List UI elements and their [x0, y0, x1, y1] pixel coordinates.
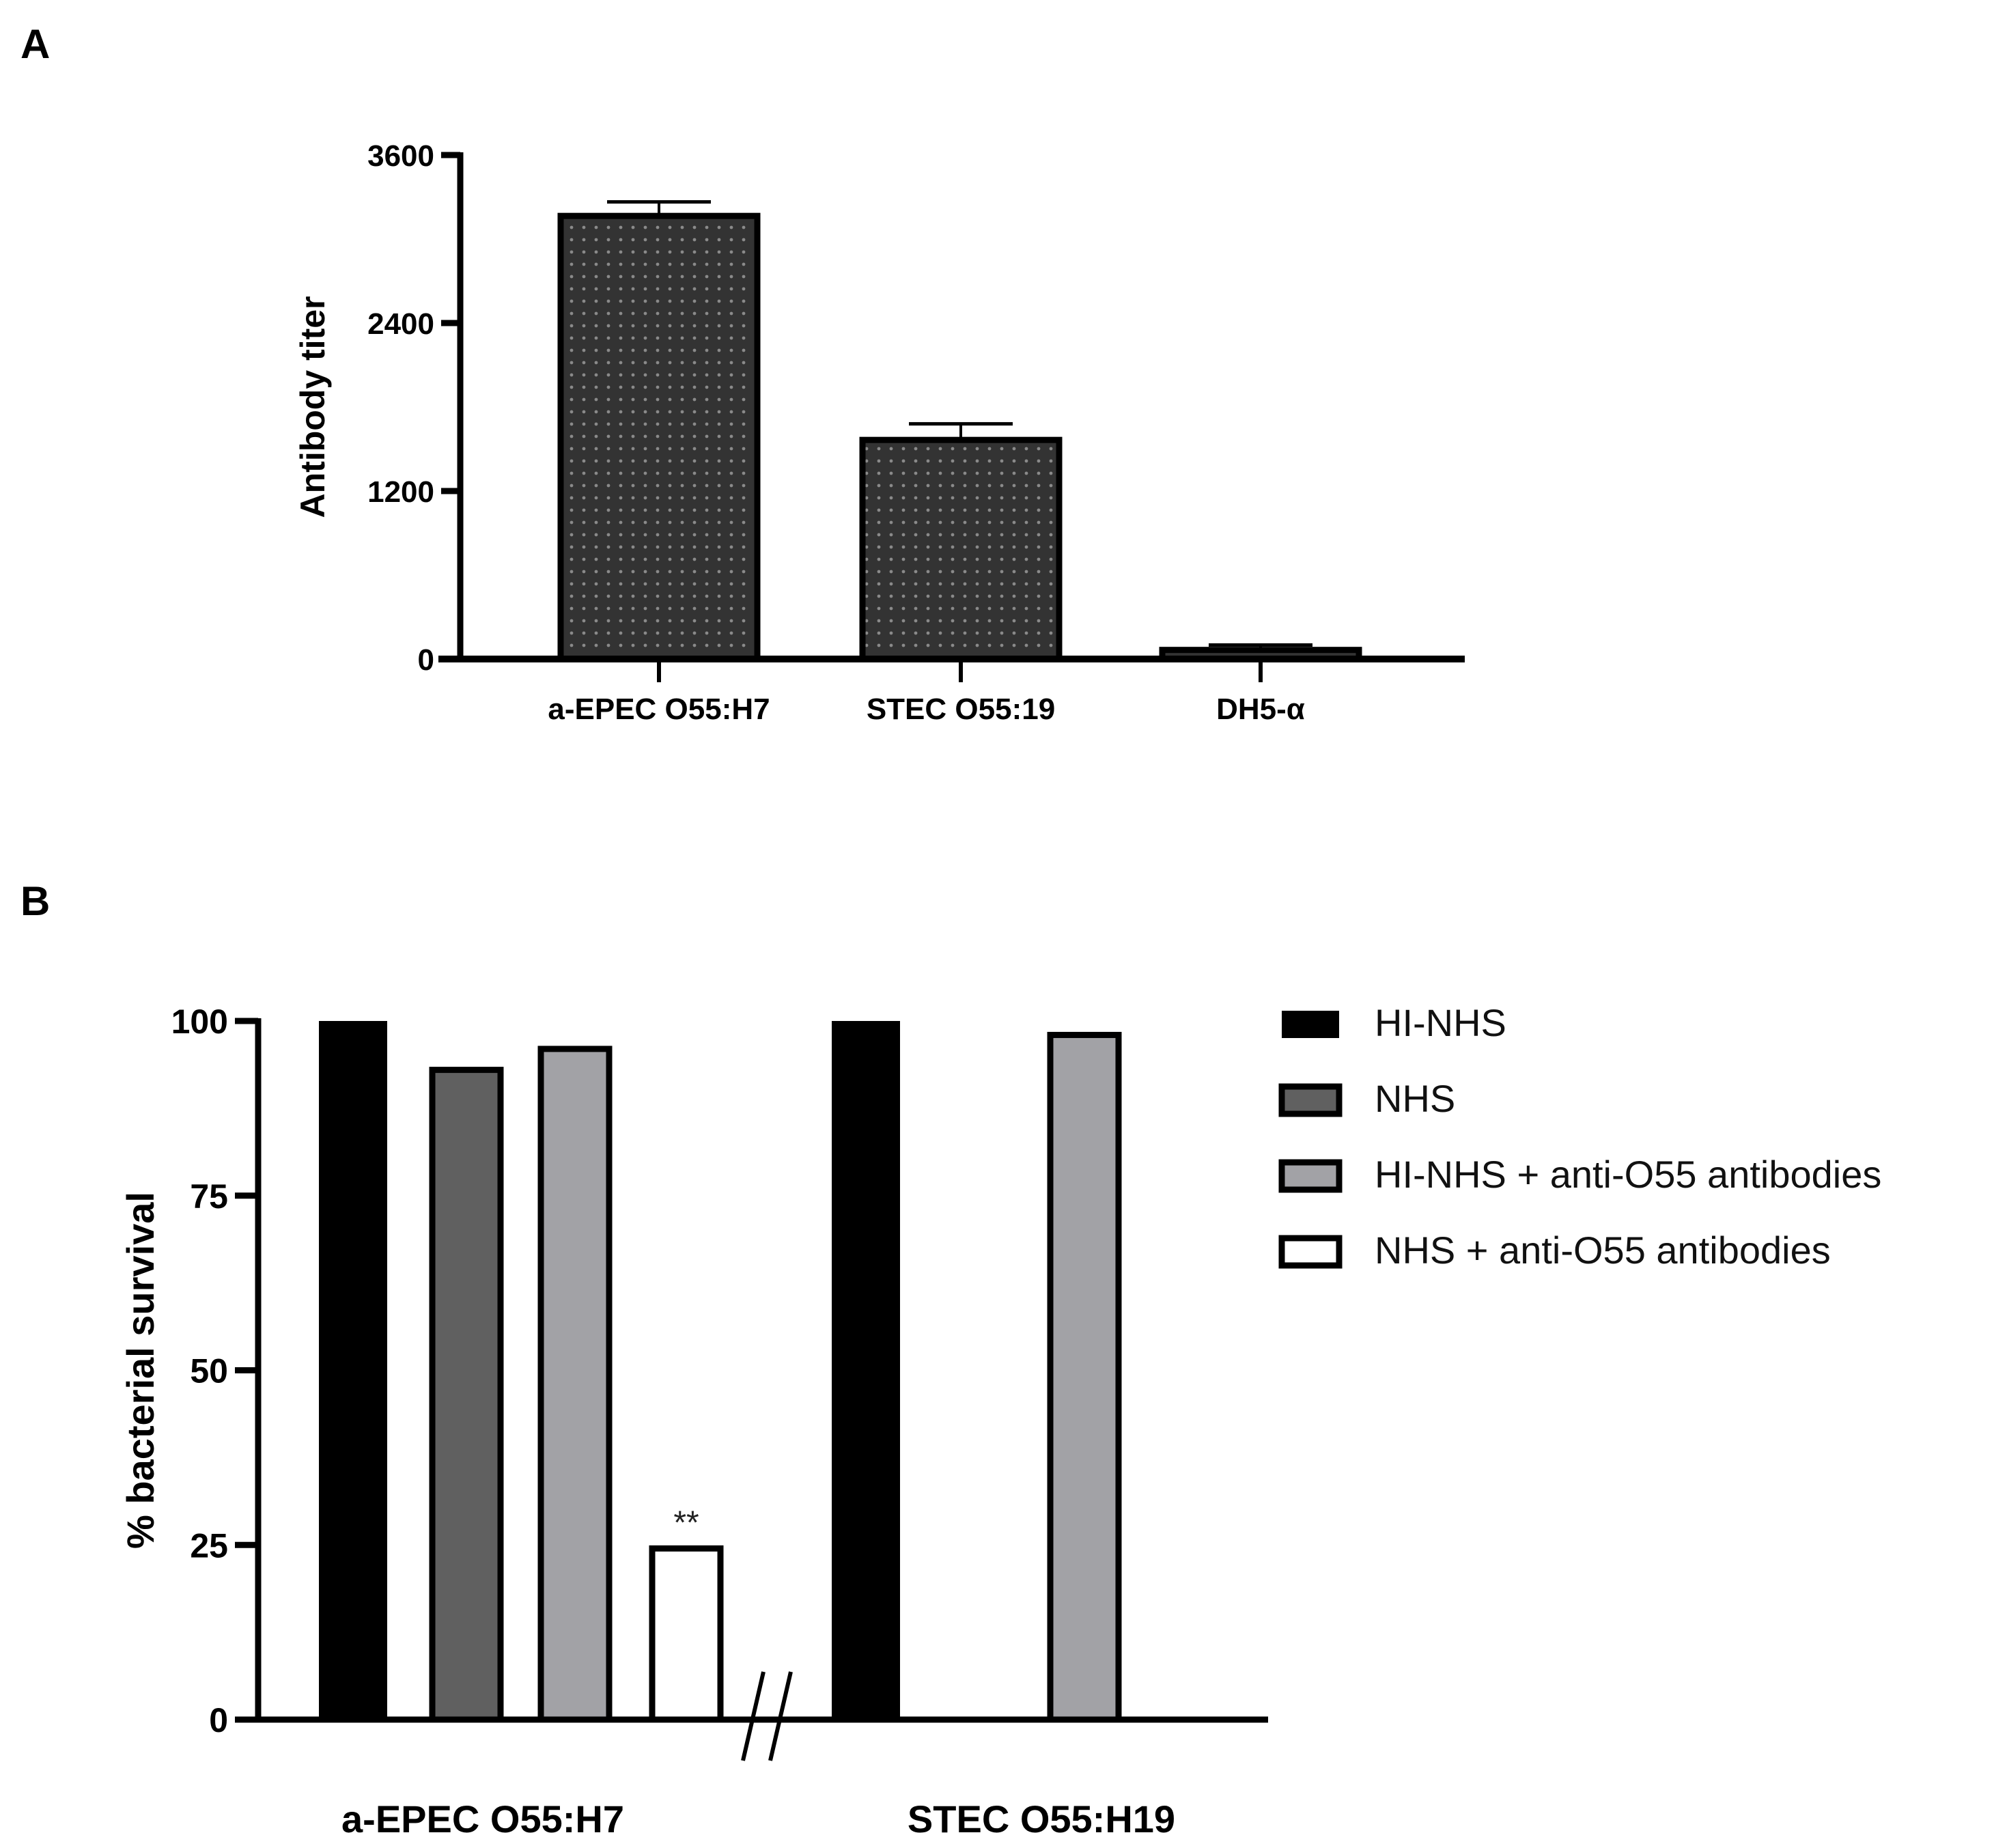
y-axis-label: % bacterial survival: [119, 1192, 162, 1549]
x-category-label: STEC O55:H19: [908, 1797, 1175, 1840]
legend-swatch: [1278, 1159, 1343, 1193]
legend-label: NHS: [1375, 1077, 1455, 1120]
legend-swatch: [1278, 1083, 1343, 1117]
bar: [537, 1046, 613, 1723]
bar: [649, 1545, 724, 1723]
y-tick-label: 3600: [367, 139, 434, 173]
significance-annotation: **: [673, 1504, 699, 1541]
y-axis-label: Antibody titer: [294, 296, 332, 518]
panel-b-label: B: [20, 878, 51, 924]
y-tick-label: 2400: [367, 307, 434, 341]
y-tick-label: 25: [190, 1526, 228, 1565]
legend-label: NHS + anti-O55 antibodies: [1375, 1229, 1831, 1272]
axis-break-mark: [741, 1671, 766, 1761]
panel-a-label: A: [20, 21, 51, 67]
legend-swatch: [1278, 1235, 1343, 1269]
bacterial-survival-chart: 0 25 50 75 100 % bacterial survival ** a-EPEC O…: [119, 1001, 1881, 1840]
y-tick-label: 75: [190, 1177, 228, 1216]
x-category-label: a-EPEC O55:H7: [341, 1797, 624, 1840]
x-tick-label: STEC O55:19: [867, 692, 1055, 726]
y-tick-label: 50: [190, 1352, 228, 1390]
bar: [859, 436, 1063, 662]
axis-break-mark: [768, 1671, 793, 1761]
legend-swatch: [1282, 1011, 1339, 1038]
y-tick-label: 100: [171, 1003, 228, 1041]
x-tick-label: a-EPEC O55:H7: [548, 692, 770, 726]
bar: [429, 1067, 504, 1723]
legend-label: HI-NHS: [1375, 1001, 1506, 1044]
bar: [1047, 1031, 1122, 1723]
y-tick-label: 0: [209, 1701, 228, 1739]
y-tick-label: 1200: [367, 475, 434, 509]
antibody-titer-chart: 0 1200 2400 3600 Antibody titer a-EPEC O55:H7…: [294, 139, 1465, 726]
bar: [319, 1021, 387, 1720]
x-tick-label: DH5-α: [1216, 692, 1305, 726]
y-tick-label: 0: [418, 643, 434, 677]
legend-label: HI-NHS + anti-O55 antibodies: [1375, 1153, 1881, 1196]
bar: [557, 212, 761, 662]
bar: [832, 1021, 900, 1720]
